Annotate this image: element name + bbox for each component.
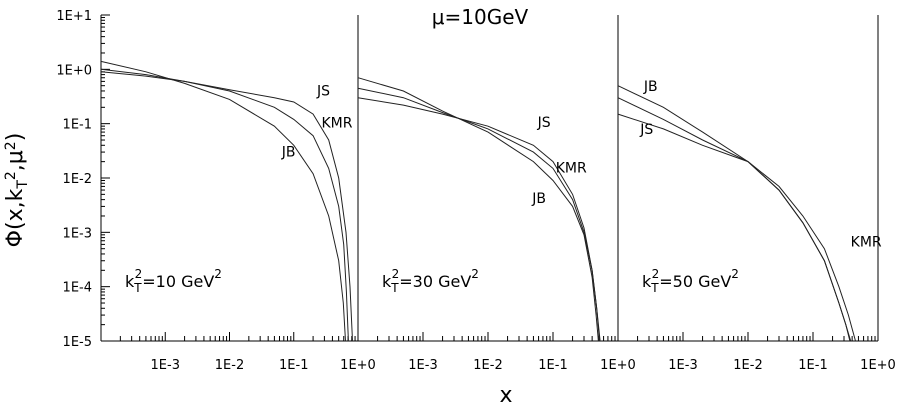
series-line-js [100, 68, 353, 342]
x-tick-label: 1E-3 [668, 358, 697, 373]
kt2-label-part: 2 [471, 267, 479, 281]
curve-label-kmr: KMR [556, 161, 587, 177]
panel-labels: JS KMR JB [531, 115, 587, 207]
curve-label-jb: JB [531, 191, 546, 207]
y-axis-title-part: 2 [3, 171, 19, 180]
x-tick-label: 1E-2 [473, 358, 502, 373]
curve-label-jb: JB [281, 144, 296, 160]
x-tick-label: 1E-1 [279, 358, 308, 373]
x-tick-label: 1E-3 [151, 358, 180, 373]
y-axis: 1E-5 1E-4 1E-3 1E-2 1E-1 1E+0 1E+1 [56, 9, 110, 350]
curve-label-js: JS [316, 83, 330, 99]
panel-axes: 1E-3 1E-2 1E-1 1E+0 [357, 15, 636, 373]
panel-curves [617, 85, 856, 342]
x-tick-label: 1E-2 [733, 358, 762, 373]
y-tick-label: 1E-5 [63, 335, 92, 350]
series-line-kmr [100, 71, 349, 342]
x-tick-label: 1E+0 [340, 358, 376, 373]
panel-labels: JS KMR JB [281, 83, 353, 160]
kt2-label-part: =50 GeV [659, 272, 731, 291]
x-tick-label: 1E-2 [215, 358, 244, 373]
y-tick-label: 1E-2 [63, 172, 92, 187]
y-axis-title-part: Φ(x,k [3, 188, 28, 247]
panel-curves [100, 60, 353, 342]
y-axis-title: Φ(x,kT2,μ2) [3, 133, 31, 248]
y-axis-title-part: ,μ [3, 150, 28, 171]
panel-labels: JB JS KMR [639, 79, 882, 250]
kt2-label-part: =30 GeV [399, 272, 471, 291]
y-tick-label: 1E-3 [63, 226, 92, 241]
kt2-label-part: 2 [135, 267, 143, 281]
curve-label-js: JS [639, 122, 653, 138]
kt2-label-part: 2 [214, 267, 222, 281]
curve-label-kmr: KMR [321, 116, 352, 132]
x-tick-label: 1E+0 [600, 358, 636, 373]
y-tick-label: 1E+1 [56, 9, 92, 24]
y-tick-label: 1E-4 [63, 281, 92, 296]
series-line-kmr [357, 87, 601, 342]
series-line-js [617, 113, 851, 342]
kt2-label-part: k [125, 272, 135, 291]
curve-label-jb: JB [643, 79, 658, 95]
kt2-label-part: 2 [652, 267, 660, 281]
kt2-label-part: k [642, 272, 652, 291]
curve-label-js: JS [537, 115, 551, 131]
panel-axes: 1E-3 1E-2 1E-1 1E+0 [617, 15, 896, 373]
panel-axes: 1E-3 1E-2 1E-1 1E+0 [100, 15, 376, 373]
series-line-kmr [617, 97, 856, 342]
y-axis-title-part: T [15, 180, 31, 190]
x-tick-label: 1E-3 [408, 358, 437, 373]
chart-title: μ=10GeV [432, 5, 529, 29]
kt2-label-part: k [382, 272, 392, 291]
panel-kt2-label: kT2=50 GeV2 [642, 267, 739, 295]
kt2-label-part: T [133, 281, 142, 295]
kt2-label-part: T [390, 281, 399, 295]
x-tick-label: 1E+0 [860, 358, 896, 373]
x-axis-title: x [499, 383, 512, 408]
x-tick-label: 1E-1 [798, 358, 827, 373]
panel-kt2-label: kT2=30 GeV2 [382, 267, 479, 295]
panel-curves [357, 77, 601, 342]
y-axis-title-part: 2 [3, 141, 19, 150]
y-tick-label: 1E+0 [56, 63, 92, 78]
series-line-jb [357, 77, 599, 342]
kt2-label-part: 2 [731, 267, 739, 281]
kt2-label-part: 2 [392, 267, 400, 281]
curve-label-kmr: KMR [851, 234, 882, 250]
panel-kt2-label: kT2=10 GeV2 [125, 267, 222, 295]
y-axis-title-part: ) [3, 133, 28, 142]
y-tick-label: 1E-1 [63, 118, 92, 133]
x-tick-label: 1E-1 [538, 358, 567, 373]
kt2-label-part: =10 GeV [142, 272, 214, 291]
series-line-js [357, 97, 600, 342]
series-line-jb [100, 60, 346, 342]
kt2-label-part: T [650, 281, 659, 295]
